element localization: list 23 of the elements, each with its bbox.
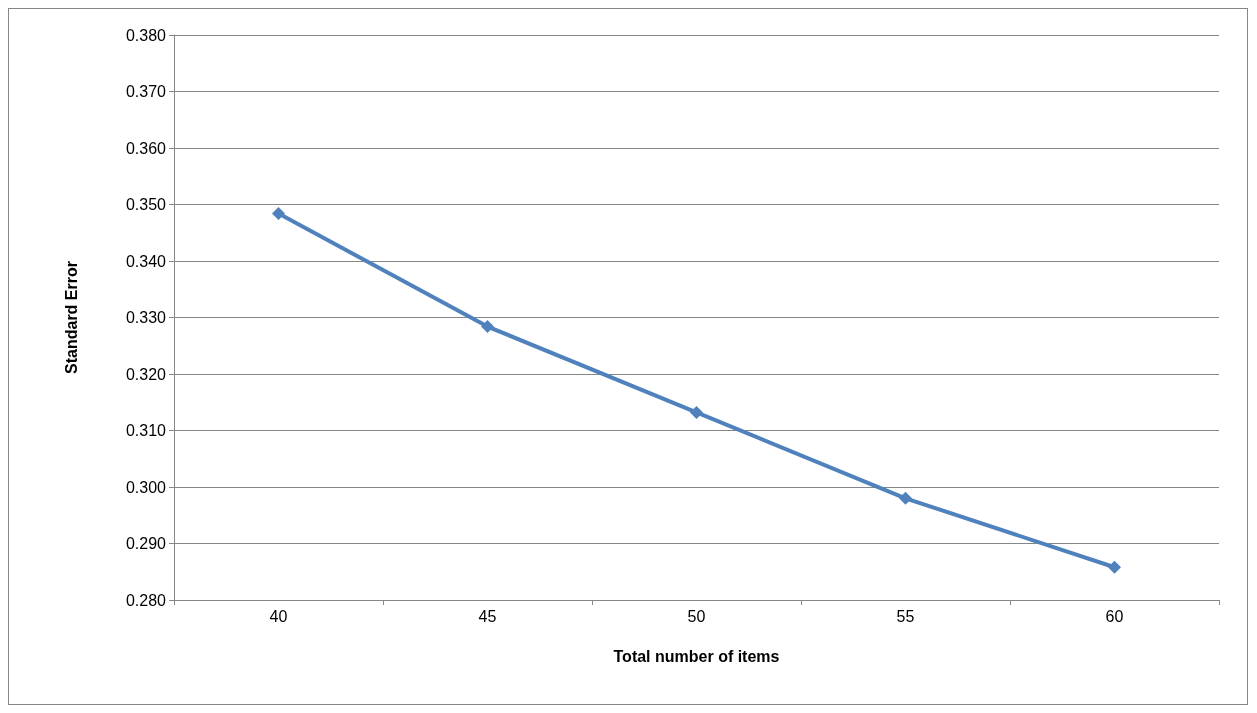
y-tick-label: 0.290 <box>125 535 167 552</box>
y-tick-label: 0.340 <box>125 252 167 270</box>
x-tick-label: 60 <box>1105 607 1124 625</box>
y-tick-label: 0.350 <box>125 196 167 213</box>
x-axis-title: Total number of items <box>613 647 780 665</box>
y-tick-label: 0.300 <box>125 478 167 496</box>
x-tick-label: 55 <box>896 607 915 625</box>
point <box>481 320 494 334</box>
y-axis-title: Standard Error <box>62 261 80 374</box>
point <box>690 405 703 419</box>
y-tick-label: 0.330 <box>125 309 167 326</box>
point <box>272 207 285 221</box>
y-tick-label: 0.280 <box>125 591 167 609</box>
x-tick-label: 45 <box>478 607 497 625</box>
y-tick-label: 0.360 <box>125 139 167 157</box>
y-tick-label: 0.370 <box>125 83 167 100</box>
x-tick-label: 50 <box>687 607 706 625</box>
x-tick-label: 40 <box>269 607 288 625</box>
y-tick-label: 0.310 <box>125 422 167 439</box>
point <box>1108 560 1121 574</box>
y-tick-label: 0.380 <box>125 26 167 44</box>
point <box>899 491 912 505</box>
y-tick-label: 0.320 <box>125 365 167 383</box>
